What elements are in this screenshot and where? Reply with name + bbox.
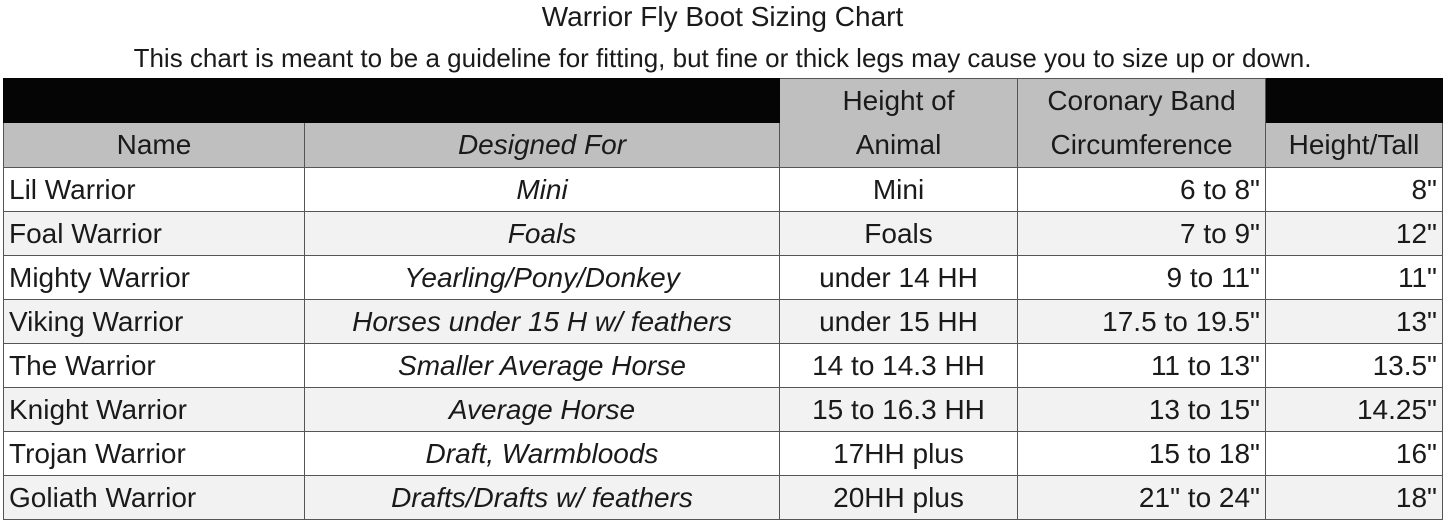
table-row: Foal Warrior Foals Foals 7 to 9" 12"	[3, 211, 1443, 256]
cell-animal-height: 14 to 14.3 HH	[779, 343, 1018, 388]
header-text: Animal	[855, 129, 942, 160]
cell-height: 16"	[1265, 431, 1443, 476]
cell-coronary: 7 to 9"	[1017, 211, 1266, 256]
header-designed-for: Designed For	[304, 122, 780, 168]
cell-height: 18"	[1265, 475, 1443, 520]
cell-animal-height: 17HH plus	[779, 431, 1018, 476]
cell-designed-for: Yearling/Pony/Donkey	[304, 255, 780, 300]
header-text: Coronary Band	[1047, 85, 1236, 116]
cell-animal-height: Mini	[779, 167, 1018, 212]
cell-coronary: 15 to 18"	[1017, 431, 1266, 476]
cell-height: 11"	[1265, 255, 1443, 300]
cell-animal-height: under 14 HH	[779, 255, 1018, 300]
cell-name: Goliath Warrior	[3, 475, 305, 520]
cell-designed-for: Average Horse	[304, 387, 780, 432]
cell-coronary: 17.5 to 19.5"	[1017, 299, 1266, 344]
cell-coronary: 6 to 8"	[1017, 167, 1266, 212]
chart-subtitle: This chart is meant to be a guideline fo…	[133, 43, 1312, 73]
cell-animal-height: Foals	[779, 211, 1018, 256]
cell-animal-height: 20HH plus	[779, 475, 1018, 520]
cell-coronary: 9 to 11"	[1017, 255, 1266, 300]
header-name: Name	[3, 122, 305, 168]
cell-height: 13.5"	[1265, 343, 1443, 388]
header-row-top: Height of Animal Coronary Band Circumfer…	[3, 78, 1443, 168]
header-band	[3, 78, 780, 123]
header-band	[1265, 78, 1443, 123]
cell-coronary: 11 to 13"	[1017, 343, 1266, 388]
cell-animal-height: under 15 HH	[779, 299, 1018, 344]
cell-designed-for: Drafts/Drafts w/ feathers	[304, 475, 780, 520]
table-row: Mighty Warrior Yearling/Pony/Donkey under …	[3, 255, 1443, 300]
header-row: Name Designed For Height/Tall	[3, 122, 1443, 168]
table-row: Viking Warrior Horses under 15 H w/ feath…	[3, 299, 1443, 344]
cell-designed-for: Draft, Warmbloods	[304, 431, 780, 476]
table-row: Trojan Warrior Draft, Warmbloods 17HH plus…	[3, 431, 1443, 476]
cell-height: 12"	[1265, 211, 1443, 256]
table-row: Knight Warrior Average Horse 15 to 16.3 HH…	[3, 387, 1443, 432]
cell-coronary: 21" to 24"	[1017, 475, 1266, 520]
cell-designed-for: Mini	[304, 167, 780, 212]
cell-coronary: 13 to 15"	[1017, 387, 1266, 432]
cell-name: Trojan Warrior	[3, 431, 305, 476]
cell-height: 8"	[1265, 167, 1443, 212]
header-coronary-band: Coronary Band Circumference	[1017, 78, 1266, 168]
header-height-of-animal: Height of Animal	[779, 78, 1018, 168]
cell-name: Viking Warrior	[3, 299, 305, 344]
table-row: The Warrior Smaller Average Horse 14 to 14…	[3, 343, 1443, 388]
chart-title: Warrior Fly Boot Sizing Chart	[541, 1, 904, 32]
cell-name: The Warrior	[3, 343, 305, 388]
cell-animal-height: 15 to 16.3 HH	[779, 387, 1018, 432]
cell-name: Mighty Warrior	[3, 255, 305, 300]
header-height-tall: Height/Tall	[1265, 122, 1443, 168]
cell-name: Knight Warrior	[3, 387, 305, 432]
table-row: Lil Warrior Mini Mini 6 to 8" 8"	[3, 167, 1443, 212]
table-row: Goliath Warrior Drafts/Drafts w/ feathers…	[3, 475, 1443, 520]
sizing-table: Height of Animal Coronary Band Circumfer…	[3, 78, 1443, 520]
cell-designed-for: Foals	[304, 211, 780, 256]
header-text: Circumference	[1050, 129, 1233, 160]
cell-name: Foal Warrior	[3, 211, 305, 256]
cell-designed-for: Smaller Average Horse	[304, 343, 780, 388]
cell-height: 13"	[1265, 299, 1443, 344]
cell-designed-for: Horses under 15 H w/ feathers	[304, 299, 780, 344]
cell-height: 14.25"	[1265, 387, 1443, 432]
cell-name: Lil Warrior	[3, 167, 305, 212]
header-text: Height of	[842, 85, 955, 116]
